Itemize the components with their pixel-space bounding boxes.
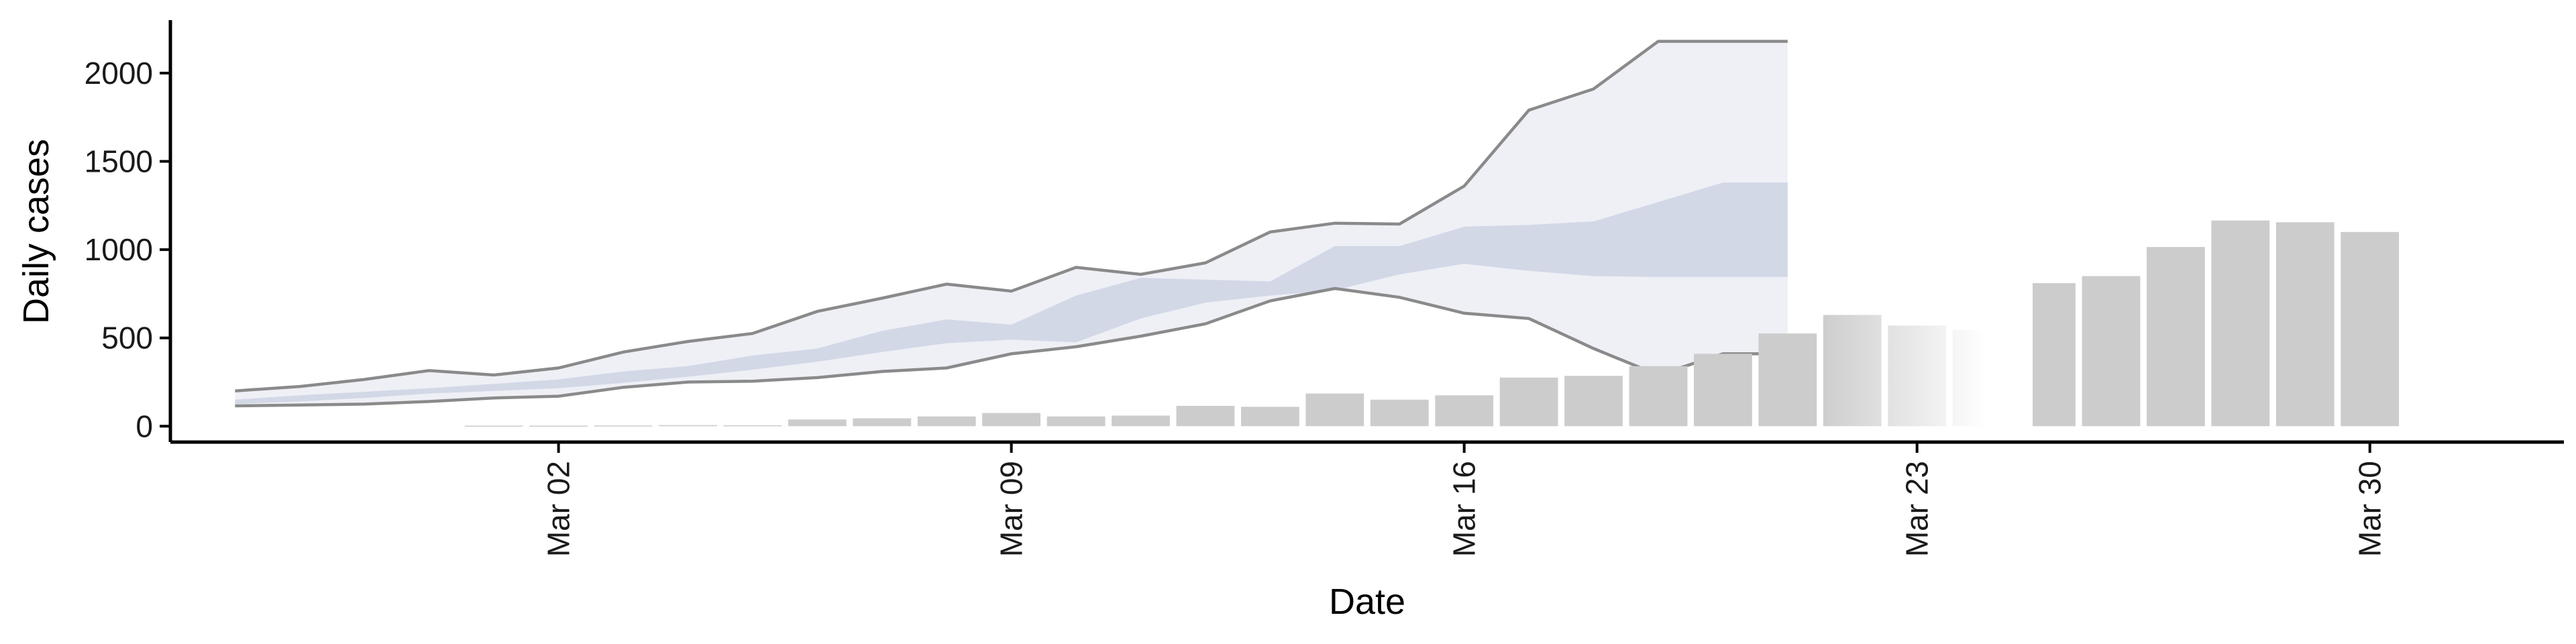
- daily-case-bar: [1499, 377, 1558, 427]
- daily-case-bar: [659, 425, 717, 427]
- daily-case-bar: [2275, 222, 2334, 427]
- x-tick-label: Mar 09: [994, 461, 1029, 557]
- band-lower-line: [235, 286, 1788, 408]
- y-tick-label: 1500: [85, 144, 153, 179]
- estimate-band-layer: [235, 40, 1788, 408]
- x-tick-label: Mar 02: [541, 461, 576, 557]
- daily-case-bar: [1112, 415, 1170, 427]
- y-axis: 0 500 1000 1500 2000: [85, 20, 172, 443]
- daily-case-bar: [1305, 393, 1364, 427]
- daily-case-bar: [529, 425, 588, 427]
- daily-case-bar: [464, 425, 523, 427]
- daily-case-bar: [1176, 406, 1235, 427]
- daily-case-bar: [2211, 220, 2270, 427]
- x-axis: Mar 02 Mar 09 Mar 16 Mar 23 Mar 30: [170, 440, 2564, 557]
- y-tick-label: 500: [101, 321, 153, 356]
- daily-case-bar: [1564, 376, 1623, 427]
- daily-case-bar: [2341, 231, 2400, 427]
- daily-case-bar: [2147, 247, 2205, 427]
- y-tick-label: 2000: [85, 56, 153, 91]
- daily-case-bar: [1241, 407, 1299, 427]
- daily-case-bar: [594, 425, 653, 427]
- daily-case-bar: [1694, 354, 1752, 427]
- daily-case-bar: [1046, 416, 1106, 427]
- x-tick-label: Mar 30: [2353, 461, 2387, 557]
- daily-case-bar: [723, 425, 782, 427]
- daily-case-bar: [1629, 366, 1688, 427]
- x-axis-title: Date: [1329, 582, 1405, 622]
- daily-case-bar: [853, 418, 912, 427]
- band-upper-line: [235, 40, 1788, 392]
- y-tick-label: 1000: [85, 232, 153, 267]
- y-axis-title: Daily cases: [16, 139, 56, 324]
- x-tick-label: Mar 16: [1447, 461, 1482, 557]
- daily-case-bar: [1435, 395, 1494, 427]
- daily-case-bar: [982, 413, 1040, 427]
- x-tick-label: Mar 23: [1900, 461, 1935, 557]
- y-tick-label: 0: [136, 409, 153, 443]
- daily-case-bar: [1370, 399, 1429, 427]
- daily-case-bar: [2082, 276, 2141, 427]
- daily-case-bar: [917, 416, 976, 427]
- daily-case-bar: [788, 419, 847, 427]
- forecast-fade-overlay: [1778, 27, 2033, 443]
